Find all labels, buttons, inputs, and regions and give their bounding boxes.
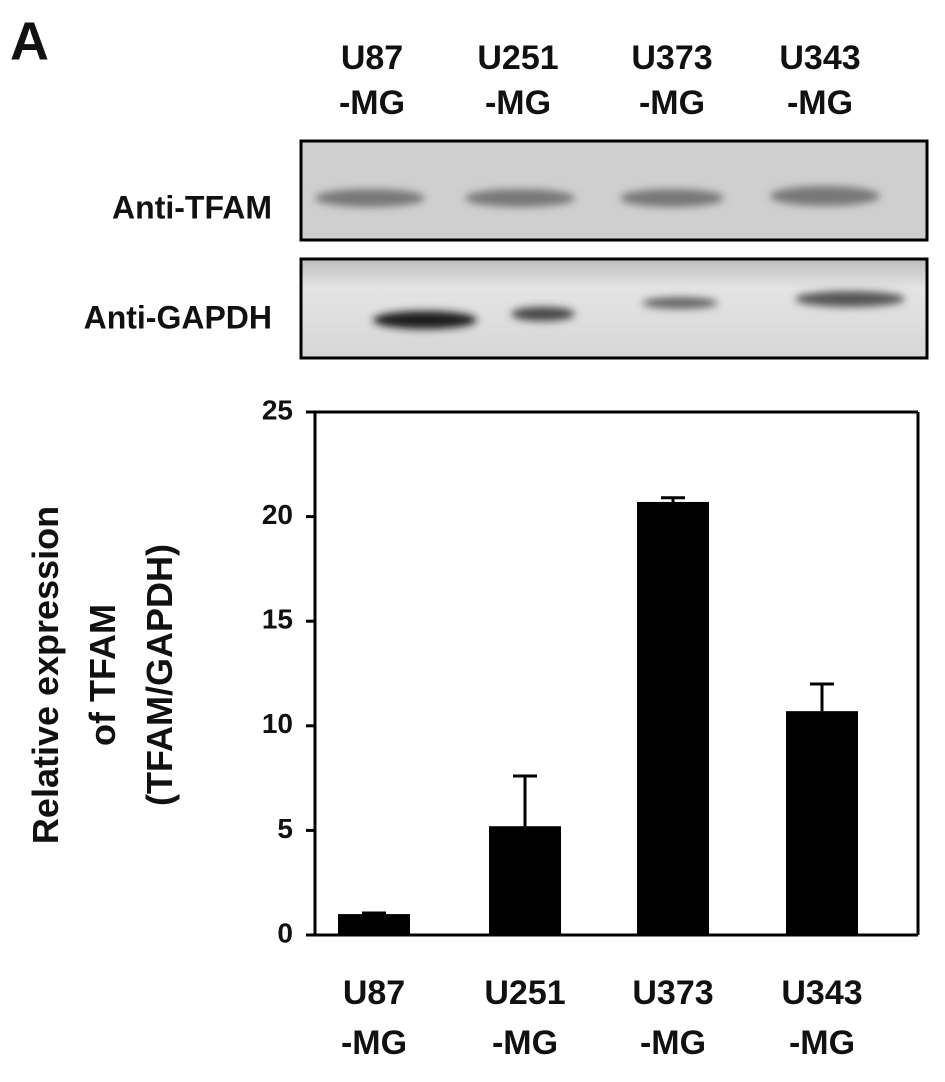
x-tick-label: -MG xyxy=(341,1024,407,1062)
x-tick-label: U343 xyxy=(781,974,862,1012)
lane-label: -MG xyxy=(787,84,853,122)
blot-tfam xyxy=(299,139,929,242)
x-tick-label: U373 xyxy=(632,974,713,1012)
plot-frame xyxy=(313,410,920,937)
lane-label: -MG xyxy=(639,84,705,122)
y-tick-label: 10 xyxy=(262,708,293,739)
error-bar xyxy=(661,496,685,502)
y-axis-label-line: of TFAM xyxy=(82,604,123,746)
y-tick-label: 15 xyxy=(262,604,293,635)
bar xyxy=(489,826,561,935)
x-tick-label: U251 xyxy=(484,974,565,1012)
bar xyxy=(338,914,410,935)
error-bar xyxy=(362,911,386,915)
error-bar xyxy=(513,774,537,827)
blot-row-label: Anti-TFAM xyxy=(112,189,272,225)
x-tick-label: U87 xyxy=(343,974,405,1012)
panel-label: A xyxy=(10,11,49,71)
y-tick-label: 0 xyxy=(277,917,293,948)
y-tick-label: 20 xyxy=(262,499,293,530)
blot-gapdh xyxy=(299,257,929,360)
bar xyxy=(786,711,858,935)
lane-label: U87 xyxy=(341,39,403,77)
x-tick-label: -MG xyxy=(492,1024,558,1062)
lane-label: U343 xyxy=(779,39,860,77)
y-axis-label-line: Relative expression xyxy=(25,506,66,844)
y-axis-label: Relative expression of TFAM (TFAM/GAPDH) xyxy=(25,506,180,844)
y-tick-label: 25 xyxy=(262,394,293,425)
y-tick-label: 5 xyxy=(277,813,293,844)
error-bar xyxy=(810,682,834,712)
bar xyxy=(637,501,709,935)
lane-label: -MG xyxy=(485,84,551,122)
x-tick-label: -MG xyxy=(789,1024,855,1062)
x-tick-label: -MG xyxy=(640,1024,706,1062)
lane-label: U373 xyxy=(631,39,712,77)
blot-row-label: Anti-GAPDH xyxy=(84,299,272,335)
lane-label: U251 xyxy=(477,39,558,77)
lane-label: -MG xyxy=(339,84,405,122)
y-axis-label-line: (TFAM/GAPDH) xyxy=(139,544,180,806)
